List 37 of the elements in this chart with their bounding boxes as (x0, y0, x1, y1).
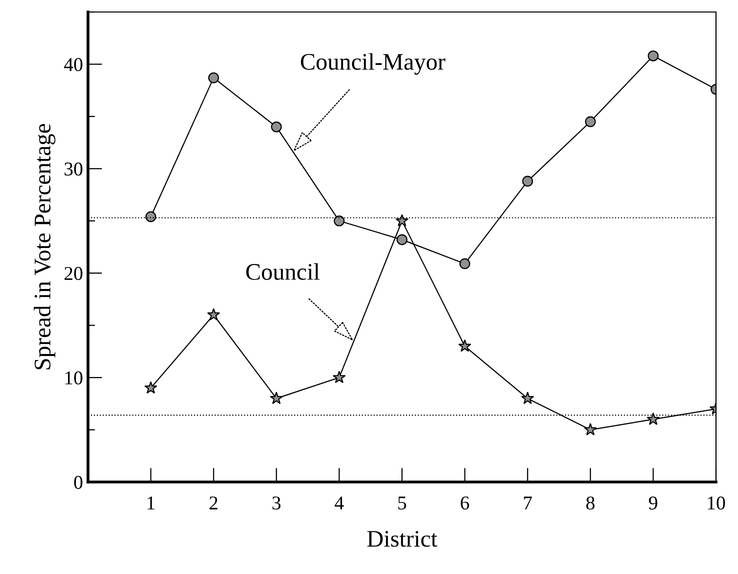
y-tick-label: 0 (74, 476, 82, 489)
annotation: Council (246, 263, 320, 280)
y-tick-label: 40 (64, 58, 82, 72)
x-tick-label: 8 (586, 496, 595, 510)
point (270, 392, 283, 404)
point (396, 214, 408, 226)
y-axis-title: Spread in Vote Percentage (34, 124, 56, 370)
x-tick-label: 4 (334, 496, 344, 510)
point (334, 215, 345, 226)
point (144, 381, 158, 394)
x-tick-label: 2 (210, 496, 218, 510)
x-axis-title: District (367, 530, 438, 547)
point (208, 72, 220, 84)
x-tick-label: 5 (398, 496, 406, 510)
y-tick-label: 30 (64, 162, 82, 176)
point (522, 176, 534, 187)
point (207, 308, 220, 320)
annotation: Council-Mayor (300, 53, 446, 75)
point (396, 234, 408, 246)
point (584, 116, 596, 128)
point (521, 392, 534, 404)
x-tick-label: 6 (460, 496, 470, 510)
point (458, 339, 472, 352)
x-tick-label: 7 (524, 496, 532, 510)
point (145, 211, 156, 222)
point (459, 258, 470, 270)
x-tick-label: 9 (648, 496, 658, 510)
x-tick-label: 1 (148, 496, 154, 510)
x-tick-label: 10 (708, 496, 725, 510)
point (648, 50, 659, 62)
point (332, 370, 346, 384)
y-tick-label: 10 (65, 371, 82, 384)
y-tick-label: 20 (64, 266, 82, 280)
point (270, 121, 282, 132)
point (584, 422, 597, 436)
x-tick-label: 3 (272, 496, 280, 510)
point (646, 412, 660, 425)
